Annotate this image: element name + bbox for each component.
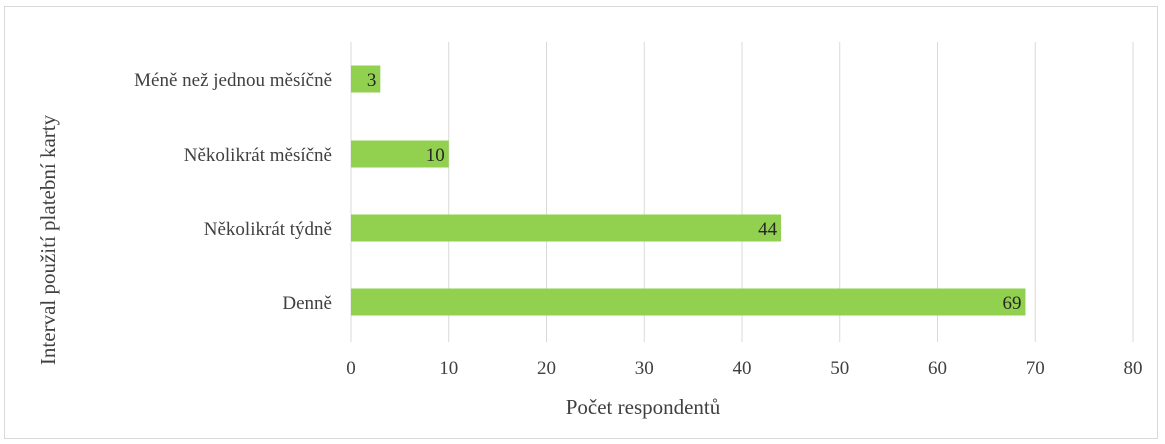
x-tick-label: 80 [1124,358,1143,379]
bar [351,65,381,93]
x-tick-label: 40 [733,358,752,379]
data-label: 44 [758,219,778,240]
bar [351,140,449,168]
category-label: Denně [282,293,332,314]
x-tick-label: 70 [1026,358,1045,379]
x-tick-label: 60 [928,358,947,379]
x-tick-labels: 0 10 20 30 40 50 60 70 80 [346,358,1142,379]
x-tick-label: 10 [439,358,458,379]
data-label: 10 [426,145,445,166]
bars [351,65,1026,316]
bar [351,214,782,242]
category-label: Několikrát měsíčně [184,145,332,166]
data-label: 69 [1002,293,1021,314]
x-axis-title: Počet respondentů [566,395,721,419]
category-label: Méně než jednou měsíčně [134,70,332,91]
category-labels: Méně než jednou měsíčně Několikrát měsíčn… [134,70,332,314]
data-label: 3 [367,70,377,91]
category-label: Několikrát týdně [204,219,332,240]
y-axis-title: Interval použití platební karty [36,114,60,365]
x-tick-label: 30 [635,358,654,379]
bar [351,288,1026,316]
data-labels: 3 10 44 69 [367,70,1022,314]
x-tick-label: 20 [537,358,556,379]
x-tick-label: 50 [830,358,849,379]
x-tick-label: 0 [346,358,356,379]
